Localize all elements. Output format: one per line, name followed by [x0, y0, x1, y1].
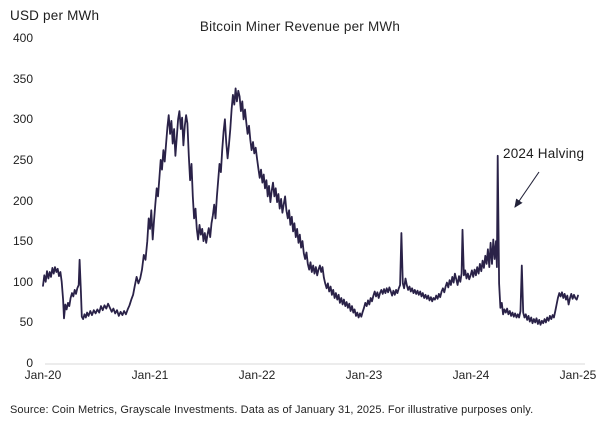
- y-tick-label: 100: [12, 275, 33, 289]
- y-tick-label: 50: [19, 315, 33, 329]
- y-tick-label: 350: [12, 72, 33, 86]
- y-tick-label: 0: [26, 356, 33, 370]
- chart-title: Bitcoin Miner Revenue per MWh: [199, 19, 401, 34]
- x-tick-label: Jan-22: [238, 368, 276, 382]
- y-axis-unit-label: USD per MWh: [10, 8, 100, 23]
- x-tick-label: Jan-21: [131, 368, 169, 382]
- y-tick-label: 150: [12, 234, 33, 248]
- revenue-line-series: [42, 87, 579, 326]
- source-note: Source: Coin Metrics, Grayscale Investme…: [10, 404, 534, 416]
- y-tick-label: 300: [12, 112, 33, 126]
- x-tick-label: Jan-25: [559, 368, 597, 382]
- y-tick-label: 200: [12, 194, 33, 208]
- halving-arrow: [514, 171, 540, 208]
- y-tick-label: 250: [12, 153, 33, 167]
- y-tick-label: 400: [12, 31, 33, 45]
- halving-annotation-label: 2024 Halving: [503, 146, 585, 161]
- x-tick-label: Jan-24: [452, 368, 490, 382]
- x-tick-label: Jan-20: [24, 368, 62, 382]
- x-tick-label: Jan-23: [345, 368, 383, 382]
